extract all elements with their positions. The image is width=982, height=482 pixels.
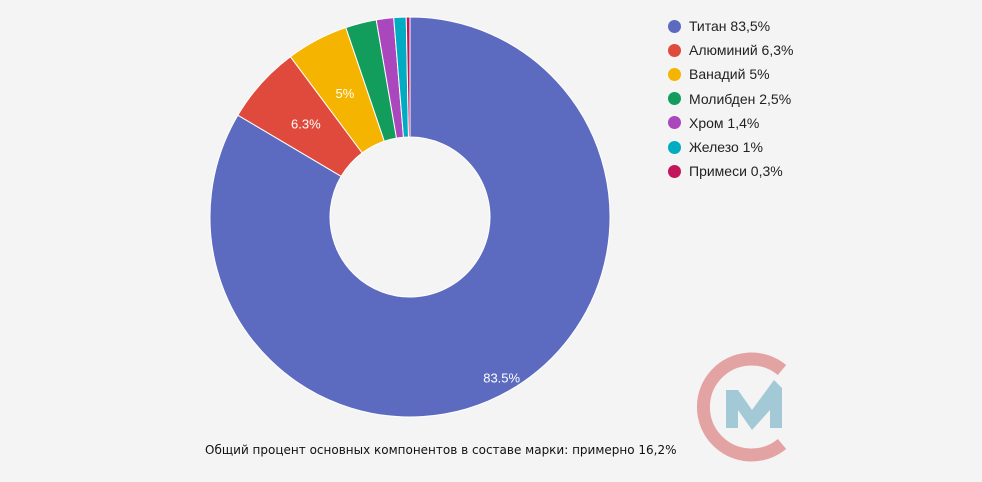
data-label-2: 6.3% bbox=[291, 116, 321, 131]
legend-label: Алюминий 6,3% bbox=[689, 42, 794, 59]
legend-label: Железо 1% bbox=[689, 139, 763, 156]
slice-1[interactable] bbox=[209, 16, 611, 418]
legend-dot-icon bbox=[668, 164, 681, 178]
legend-label: Ванадий 5% bbox=[689, 66, 770, 83]
legend-item[interactable]: Молибден 2,5% bbox=[668, 87, 793, 111]
footnote: Общий процент основных компонентов в сос… bbox=[205, 443, 677, 457]
legend-item[interactable]: Хром 1,4% bbox=[668, 111, 793, 135]
legend-dot-icon bbox=[668, 67, 681, 81]
data-label-3: 5% bbox=[335, 86, 354, 101]
legend-label: Примеси 0,3% bbox=[689, 163, 783, 180]
legend-dot-icon bbox=[668, 92, 681, 106]
logo-icon bbox=[696, 352, 787, 462]
data-label-1: 83.5% bbox=[483, 371, 520, 386]
legend-item[interactable]: Алюминий 6,3% bbox=[668, 38, 793, 62]
donut-chart: 83.5% 6.3% 5% bbox=[209, 16, 611, 418]
legend-label: Титан 83,5% bbox=[689, 18, 771, 35]
slice-7[interactable] bbox=[405, 16, 411, 138]
legend-item[interactable]: Железо 1% bbox=[668, 135, 793, 159]
legend-dot-icon bbox=[668, 116, 681, 130]
legend-dot-icon bbox=[668, 43, 681, 57]
legend-label: Молибден 2,5% bbox=[689, 90, 792, 107]
legend-item[interactable]: Примеси 0,3% bbox=[668, 159, 793, 183]
legend-label: Хром 1,4% bbox=[689, 114, 760, 131]
legend-item[interactable]: Ванадий 5% bbox=[668, 62, 793, 86]
legend: Титан 83,5% Алюминий 6,3% Ванадий 5% Молибд… bbox=[668, 14, 793, 183]
legend-dot-icon bbox=[668, 19, 681, 33]
legend-dot-icon bbox=[668, 140, 681, 154]
legend-item[interactable]: Титан 83,5% bbox=[668, 14, 793, 38]
